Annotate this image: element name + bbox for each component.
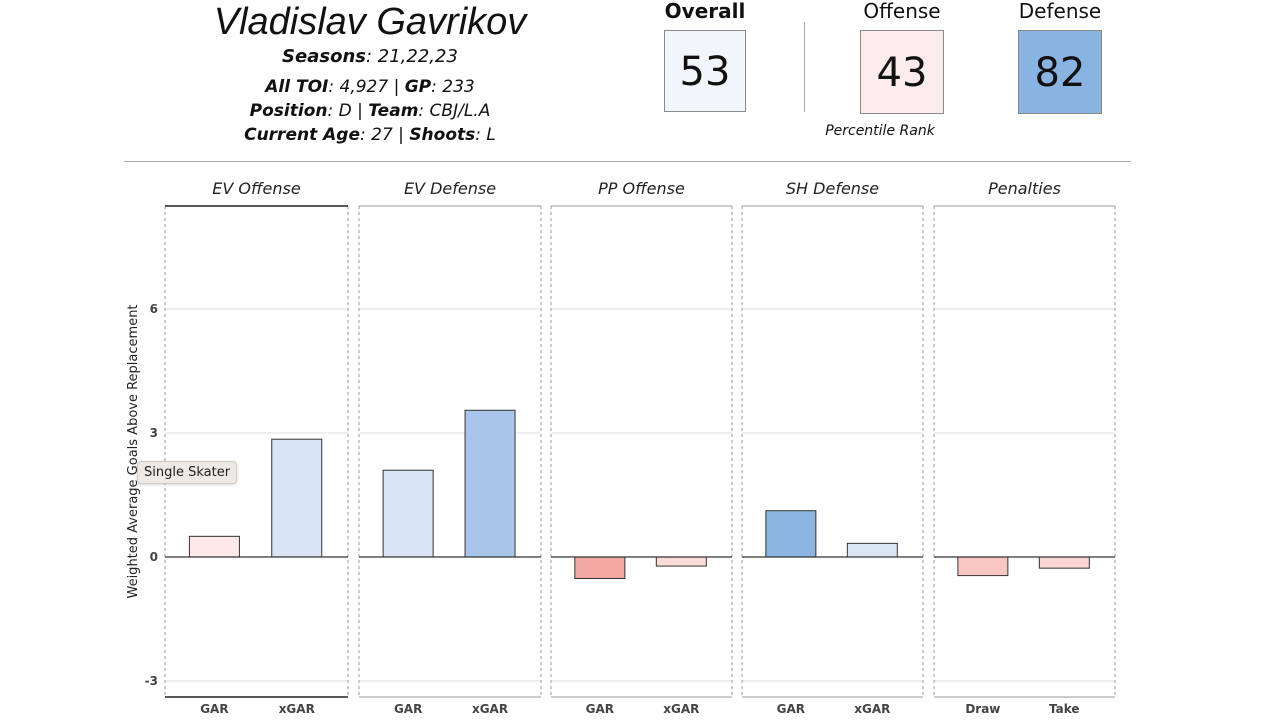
panel-title: PP Offense — [598, 179, 685, 198]
toi-line: All TOI: 4,927 | GP: 233 — [265, 77, 475, 97]
toi-label: All TOI — [265, 77, 329, 97]
bar — [382, 469, 434, 558]
defense-label: Defense — [1018, 0, 1102, 23]
x-tick-label: GAR — [777, 702, 805, 716]
score-divider — [804, 22, 805, 112]
overall-label: Overall — [664, 0, 746, 23]
player-name: Vladislav Gavrikov — [213, 1, 527, 43]
percentile-rank-label: Percentile Rank — [825, 123, 935, 139]
x-tick-label: GAR — [586, 702, 614, 716]
y-tick-label: 6 — [150, 302, 158, 316]
seasons-label: Seasons — [282, 46, 366, 67]
x-tick-label: xGAR — [472, 702, 508, 716]
gar-chart: Weighted Average Goals Above Replacement… — [126, 179, 1116, 716]
bar — [957, 556, 1009, 577]
bar — [574, 556, 626, 579]
x-tick-label: xGAR — [279, 702, 315, 716]
x-tick-label: xGAR — [854, 702, 890, 716]
gp-value: 233 — [442, 77, 475, 97]
offense-score: Offense 43 — [860, 0, 944, 114]
y-tick-label: 0 — [150, 550, 158, 564]
panel-title: EV Offense — [212, 179, 301, 198]
player-header: Vladislav Gavrikov Seasons: 21,22,23 All… — [0, 0, 1280, 160]
x-tick-label: Take — [1049, 702, 1080, 716]
bar — [464, 409, 516, 558]
panel-title: SH Defense — [786, 179, 879, 198]
age-line: Current Age: 27 | Shoots: L — [244, 125, 496, 145]
x-tick-label: xGAR — [663, 702, 699, 716]
bar — [1038, 556, 1090, 569]
seasons-value: 21,22,23 — [377, 46, 458, 67]
y-tick-label: 3 — [150, 426, 158, 440]
position-line: Position: D | Team: CBJ/L.A — [249, 101, 491, 121]
overall-score: Overall 53 — [664, 0, 746, 112]
header-divider — [124, 161, 1131, 162]
defense-value: 82 — [1018, 30, 1102, 114]
x-tick-label: GAR — [200, 702, 228, 716]
toi-value: 4,927 — [339, 77, 389, 97]
y-tick-label: -3 — [145, 674, 158, 688]
x-tick-label: GAR — [394, 702, 422, 716]
tooltip: Single Skater — [137, 461, 238, 484]
position-label: Position — [249, 101, 328, 121]
panel-title: EV Defense — [404, 179, 496, 198]
age-label: Current Age — [244, 125, 360, 145]
bar — [271, 438, 323, 558]
gp-label: GP — [404, 77, 432, 97]
x-tick-label: Draw — [965, 702, 1000, 716]
panel-title: Penalties — [988, 179, 1061, 198]
y-axis-label: Weighted Average Goals Above Replacement — [126, 304, 141, 598]
bar — [846, 542, 898, 558]
offense-label: Offense — [863, 0, 941, 23]
overall-value: 53 — [664, 30, 746, 112]
age-value: 27 — [371, 125, 393, 145]
bar — [188, 535, 240, 558]
position-value: D — [338, 101, 352, 121]
offense-value: 43 — [860, 30, 944, 114]
defense-score: Defense 82 — [1018, 0, 1102, 114]
team-label: Team — [368, 101, 419, 121]
shoots-value: L — [486, 125, 496, 145]
team-value: CBJ/L.A — [429, 101, 491, 121]
bar — [655, 556, 707, 567]
bar — [765, 510, 817, 558]
shoots-label: Shoots — [409, 125, 476, 145]
seasons-line: Seasons: 21,22,23 — [282, 46, 458, 67]
